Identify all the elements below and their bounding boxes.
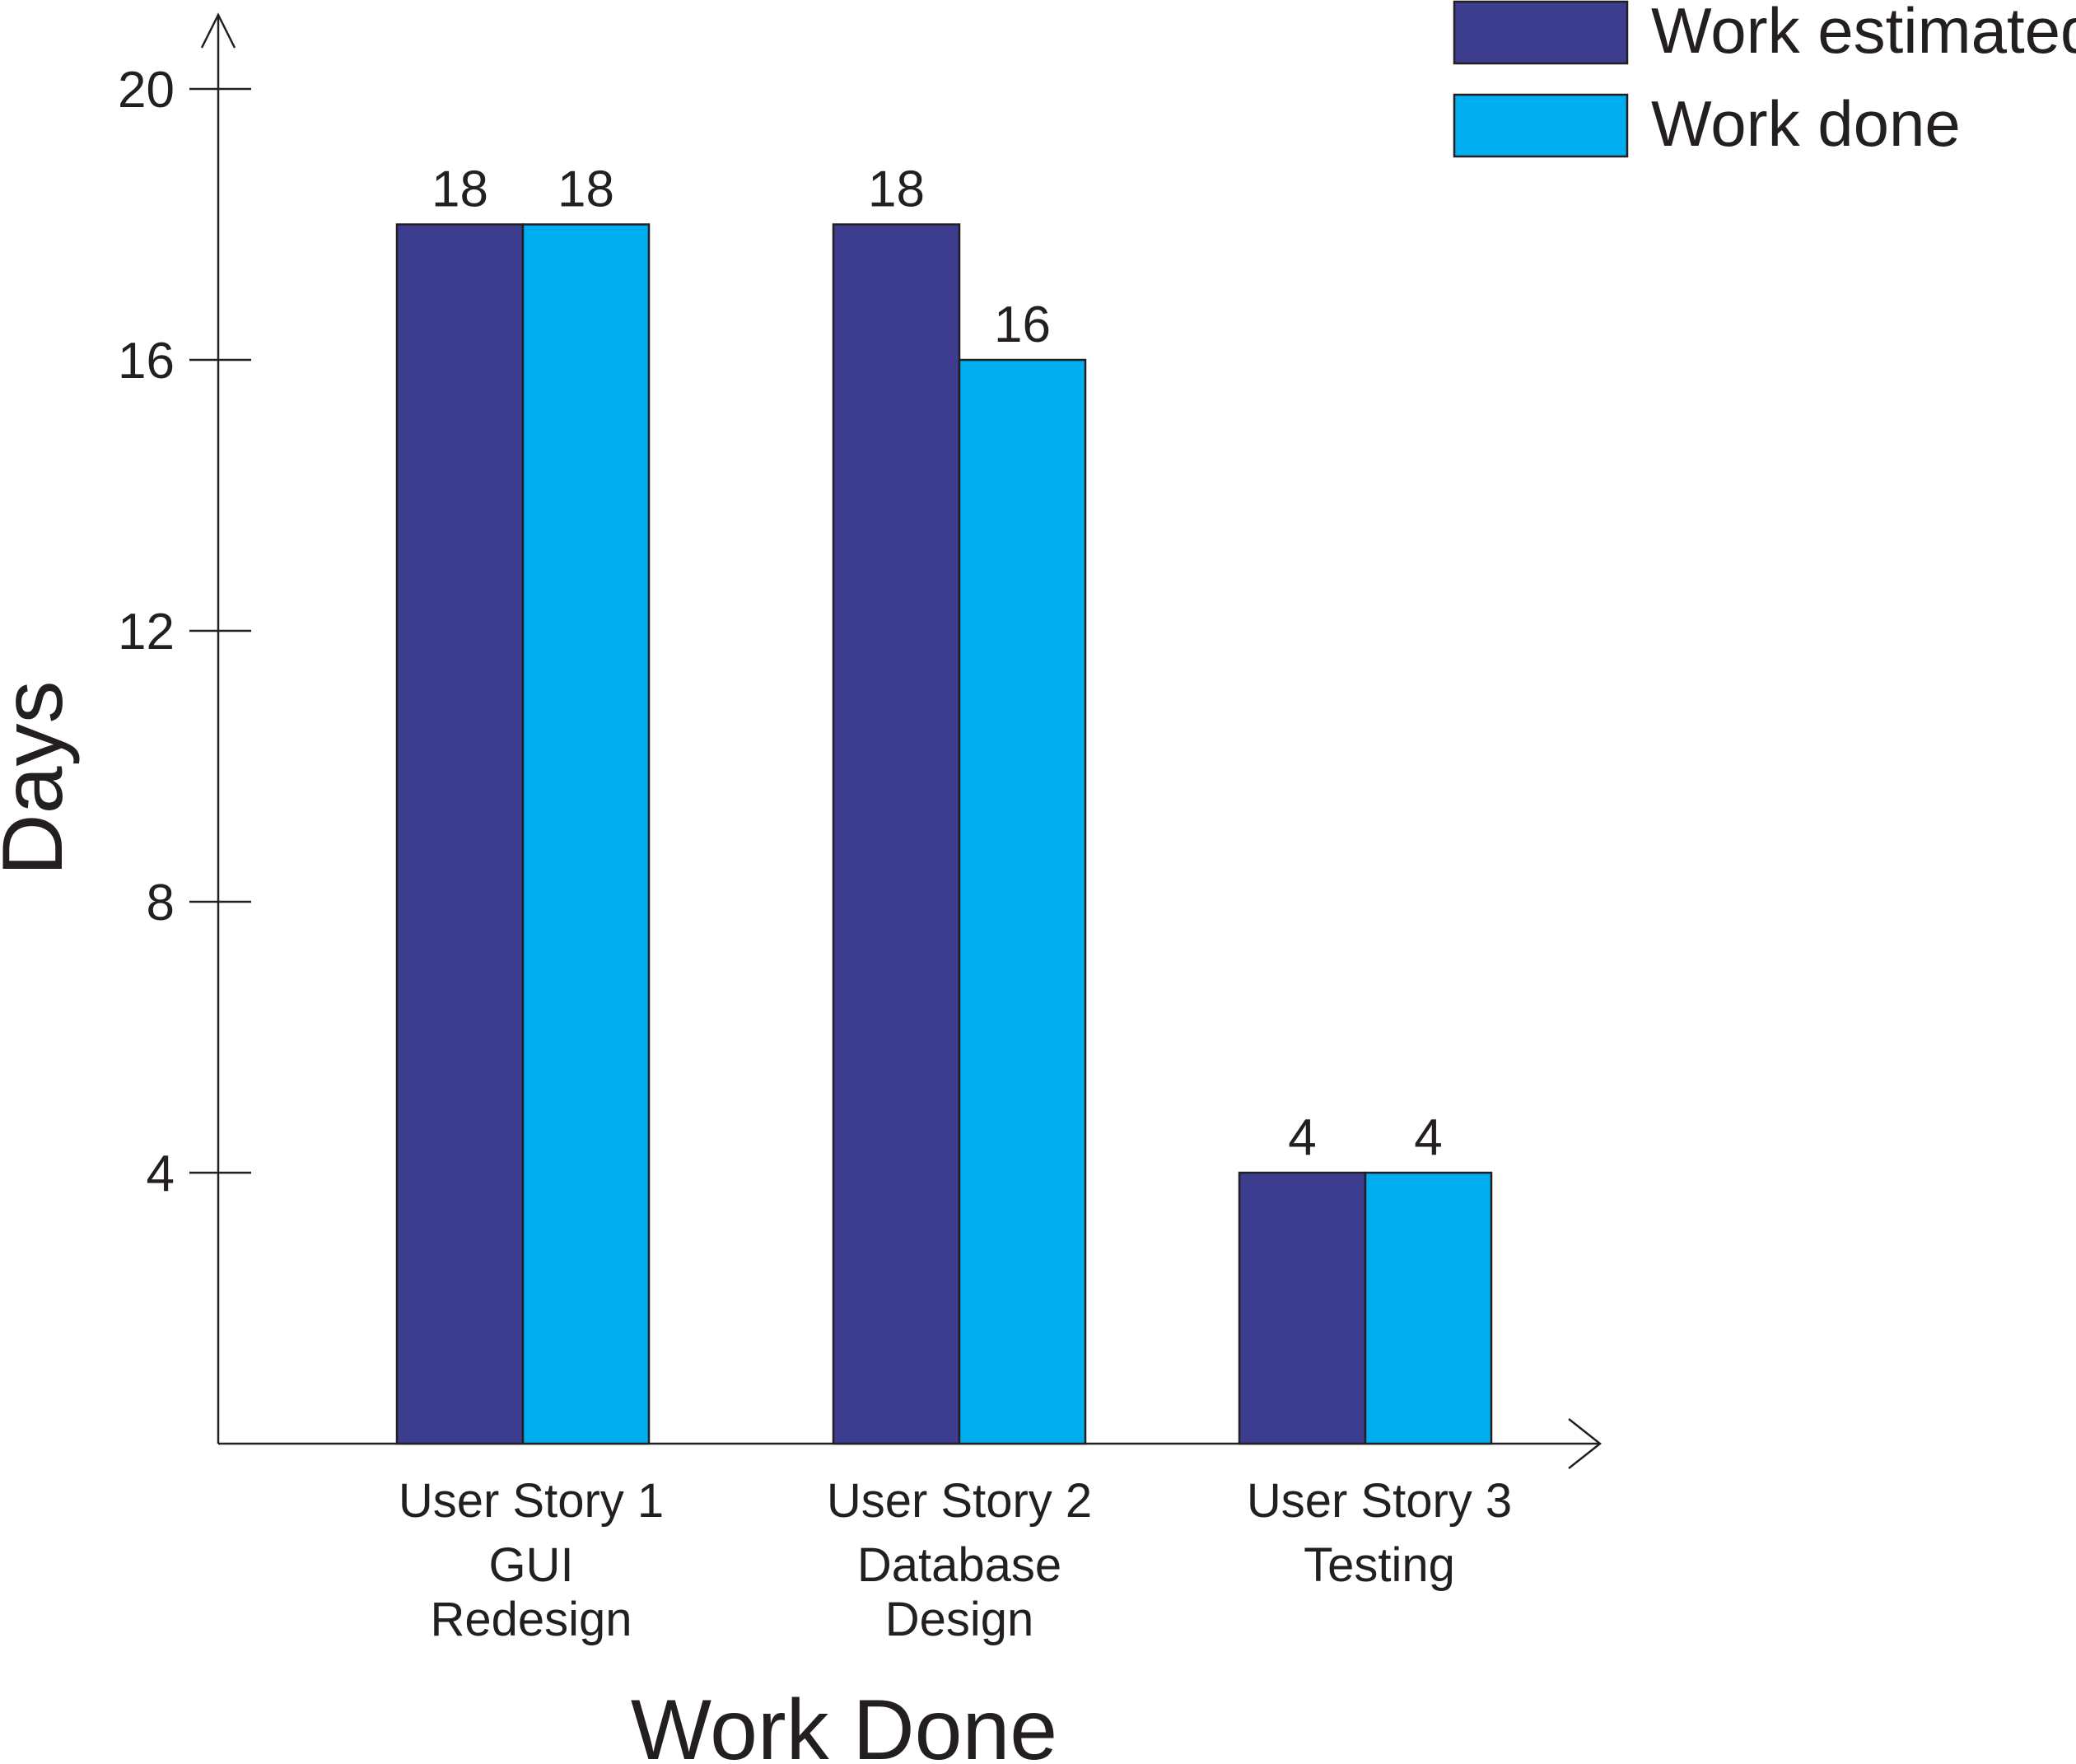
bar-estimated <box>832 223 961 1445</box>
x-tick-label-line: Design <box>885 1593 1034 1646</box>
legend-label: Work done <box>1651 87 1961 160</box>
x-tick-label-line: GUI <box>488 1538 573 1592</box>
bar-value-label: 18 <box>432 161 488 218</box>
bar-done <box>1364 1171 1493 1445</box>
legend-label: Work estimated <box>1651 0 2076 67</box>
y-axis-arrow <box>200 12 236 49</box>
value-labels: 18 18 4 18 16 4 <box>432 161 1443 1167</box>
legend: Work estimated Work done <box>1453 0 2076 160</box>
y-tick-label: 20 <box>118 62 175 119</box>
bar-estimated <box>1238 1171 1367 1445</box>
legend-item: Work done <box>1453 87 1961 160</box>
x-tick-label-line: User Story 3 <box>1247 1474 1512 1528</box>
bar-done <box>958 358 1087 1445</box>
y-tick-label: 4 <box>147 1146 175 1202</box>
x-tick-label-line: Redesign <box>430 1593 632 1646</box>
legend-swatch <box>1453 0 1629 65</box>
bar-value-label: 16 <box>994 296 1051 353</box>
x-tick-label: User Story 3 Testing <box>1247 1474 1512 1592</box>
bar-value-label: 4 <box>1414 1109 1442 1166</box>
legend-swatch <box>1453 93 1629 158</box>
legend-item: Work estimated <box>1453 0 2076 67</box>
y-tick-label: 8 <box>147 875 175 931</box>
bar-value-label: 4 <box>1288 1109 1316 1166</box>
x-tick-label-line: User Story 2 <box>827 1474 1092 1528</box>
x-tick-label-line: Testing <box>1304 1538 1455 1592</box>
bar-done <box>521 223 651 1445</box>
y-tick-label: 12 <box>118 604 175 660</box>
bar-value-label: 18 <box>868 161 925 218</box>
x-axis-title: Work Done <box>631 1682 1057 1764</box>
bar-value-label: 18 <box>557 161 614 218</box>
y-ticks: 4 8 12 16 20 <box>118 62 251 1202</box>
x-tick-label-line: User Story 1 <box>399 1474 664 1528</box>
y-axis-title: Days <box>0 681 81 876</box>
y-tick-label: 16 <box>118 333 175 390</box>
bar-estimated <box>395 223 525 1445</box>
x-axis-arrow <box>1568 1418 1602 1469</box>
bars <box>395 223 1493 1445</box>
x-tick-label-line: Database <box>857 1538 1061 1592</box>
